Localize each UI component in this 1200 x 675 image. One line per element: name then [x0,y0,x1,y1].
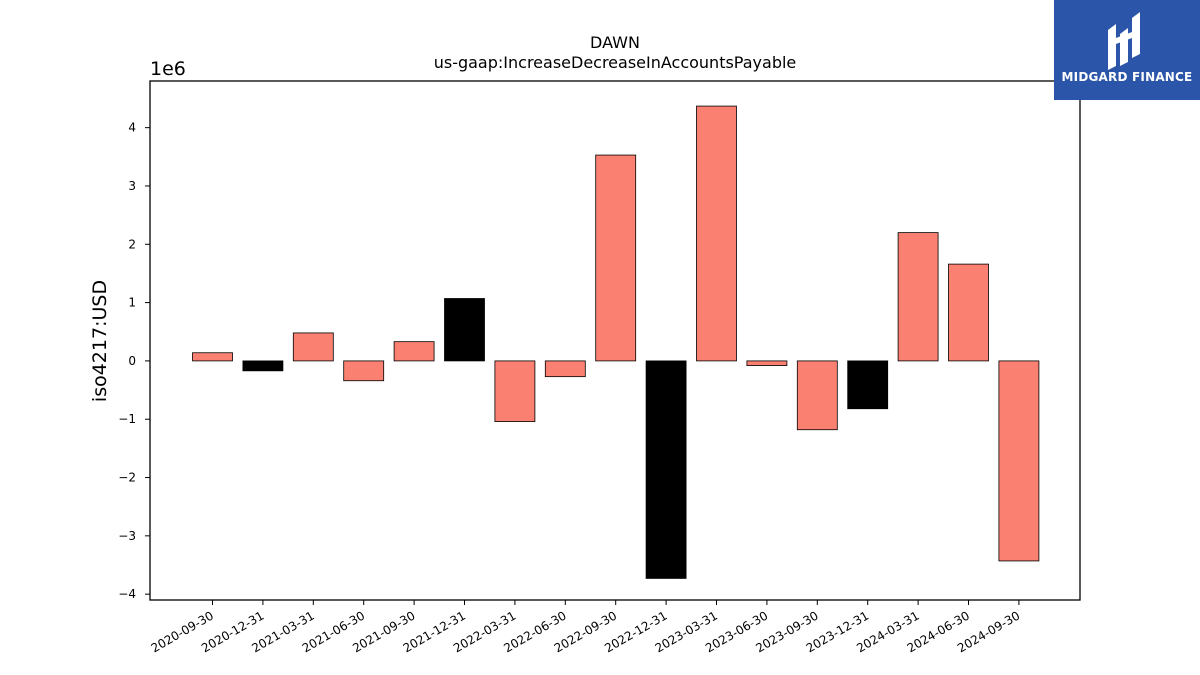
y-tick-label: 1 [128,296,136,310]
y-tick-label: −2 [118,471,136,485]
logo-text: MIDGARD FINANCE [1061,70,1193,84]
bar-2022-12-31 [645,360,687,579]
y-axis-label: iso4217:USD [89,280,111,402]
y-offset-label: 1e6 [150,58,186,80]
bar-2020-09-30 [192,352,233,362]
bar-2022-03-31 [494,360,536,422]
plot-frame [149,80,1081,601]
chart-title: DAWN [590,33,640,52]
bar-2024-03-31 [897,232,939,362]
bar-2023-03-31 [696,105,737,362]
bar-2023-09-30 [796,360,838,431]
y-tick-label: 2 [128,237,136,251]
y-tick-label: −4 [118,587,136,601]
bar-2024-09-30 [998,360,1040,562]
bar-2023-12-31 [847,360,889,410]
bar-2021-03-31 [292,332,334,362]
y-tick-label: −1 [118,412,136,426]
bar-2024-06-30 [948,263,989,362]
logo-mark-icon [1108,12,1140,70]
bar-2022-06-30 [544,360,586,378]
y-tick-label: −3 [118,529,136,543]
midgard-finance-logo: MIDGARD FINANCE [1054,0,1200,100]
bar-2021-06-30 [343,360,385,382]
bar-2020-12-31 [242,360,284,372]
bar-2022-09-30 [595,154,637,362]
bar-2021-09-30 [393,341,435,362]
y-tick-label: 4 [128,121,136,135]
y-tick-label: 0 [128,354,136,368]
bar-2023-06-30 [746,360,788,366]
y-tick-label: 3 [128,179,136,193]
bar-2021-12-31 [444,298,485,362]
chart-subtitle: us-gaap:IncreaseDecreaseInAccountsPayabl… [434,53,797,72]
